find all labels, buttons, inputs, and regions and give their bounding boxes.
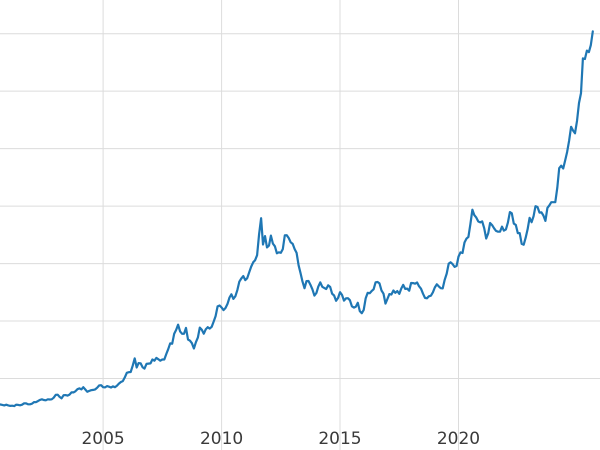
x-axis-tick-label: 2020 [437, 429, 480, 449]
data-series-line [0, 30, 594, 408]
x-axis-tick-label: 2010 [200, 429, 243, 449]
x-axis-tick-label: 2015 [318, 429, 361, 449]
x-axis-tick-label: 2005 [81, 429, 124, 449]
